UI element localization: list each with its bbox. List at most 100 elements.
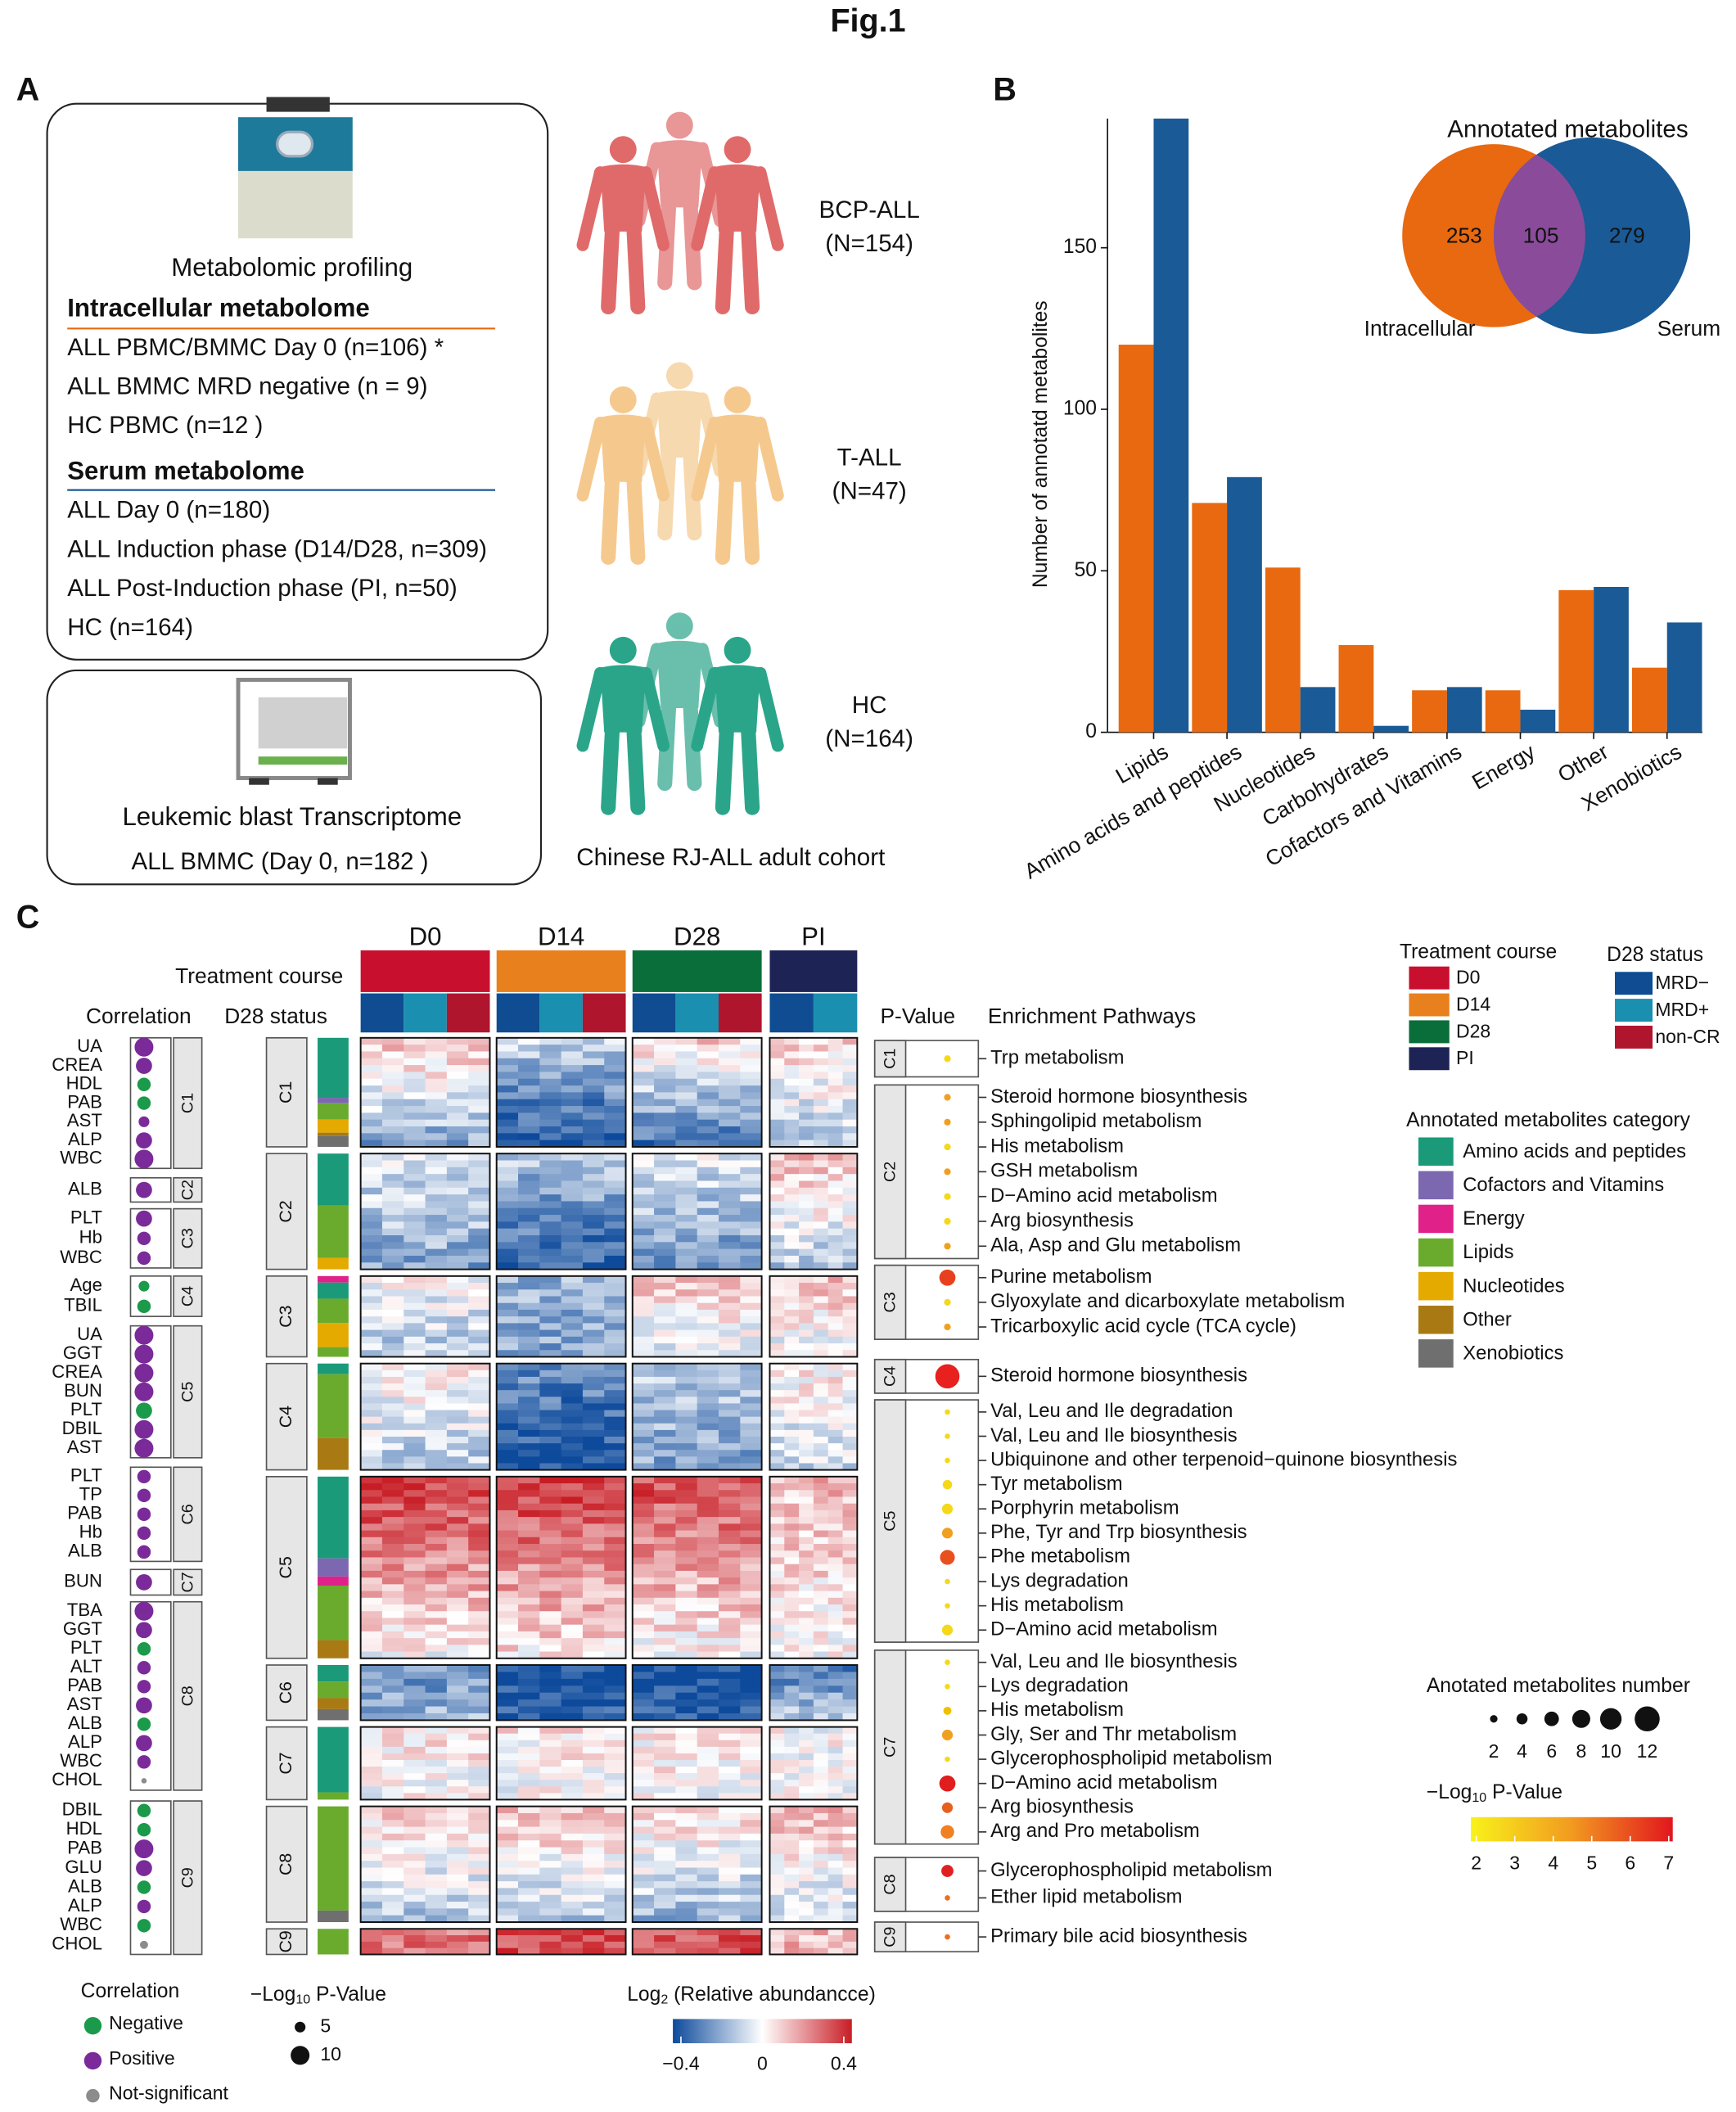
heatmap-cell — [769, 1194, 785, 1202]
heatmap-cell — [404, 1316, 426, 1324]
heatmap-cell — [842, 1706, 858, 1714]
heatmap-cell — [697, 1221, 719, 1230]
heatmap-cell — [496, 1436, 519, 1444]
heatmap-cell — [518, 1037, 540, 1045]
heatmap-cell — [496, 1153, 519, 1162]
heatmap-cell — [718, 1275, 741, 1284]
heatmap-cell — [842, 1072, 858, 1080]
heatmap-cell — [740, 1390, 763, 1397]
heatmap-cell — [799, 1915, 814, 1923]
heatmap-cell — [360, 1410, 383, 1418]
heatmap-cell — [404, 1826, 426, 1834]
heatmap-cell — [654, 1235, 676, 1243]
heatmap-cell — [784, 1037, 800, 1045]
correlation-dot — [137, 1251, 151, 1266]
heatmap-cell — [604, 1235, 627, 1243]
cluster-label: C3 — [276, 1305, 295, 1327]
heatmap-cell — [740, 1591, 763, 1599]
heatmap-cell — [654, 1078, 676, 1086]
heatmap-cell — [827, 1275, 844, 1284]
heatmap-cell — [518, 1106, 540, 1113]
heatmap-cell — [381, 1403, 404, 1411]
heatmap-cell — [813, 1773, 829, 1780]
heatmap-cell — [799, 1638, 814, 1645]
heatmap-cell — [604, 1570, 627, 1578]
heatmap-cell — [446, 1112, 469, 1121]
heatmap-cell — [697, 1935, 719, 1943]
heatmap-cell — [769, 1631, 785, 1639]
heatmap-cell — [468, 1510, 490, 1518]
heatmap-cell — [404, 1672, 426, 1680]
heatmap-cell — [813, 1584, 829, 1592]
heatmap-cell — [675, 1383, 698, 1391]
heatmap-cell — [654, 1699, 676, 1708]
heatmap-cell — [561, 1820, 584, 1828]
heatmap-cell — [784, 1383, 800, 1391]
heatmap-cell — [675, 1806, 698, 1814]
heatmap-cell — [404, 1092, 426, 1100]
heatmap-cell — [496, 1550, 519, 1558]
heatmap-cell — [496, 1503, 519, 1511]
heatmap-cell — [425, 1051, 448, 1059]
heatmap-cell — [813, 1564, 829, 1572]
heatmap-cell — [799, 1275, 814, 1284]
heatmap-cell — [404, 1820, 426, 1828]
cluster-label: C7 — [178, 1572, 196, 1592]
heatmap-cell — [561, 1160, 584, 1168]
heatmap-cell — [799, 1861, 814, 1868]
heatmap-cell — [468, 1248, 490, 1257]
heatmap-cell — [404, 1167, 426, 1175]
heatmap-cell — [784, 1833, 800, 1841]
heatmap-cell — [632, 1867, 655, 1875]
heatmap-cell — [360, 1664, 383, 1672]
heatmap-cell — [496, 1833, 519, 1841]
heatmap-cell — [769, 1537, 785, 1545]
category-segment — [318, 1298, 349, 1324]
heatmap-cell — [360, 1416, 383, 1424]
heatmap-cell — [539, 1523, 562, 1532]
heatmap-cell — [518, 1746, 540, 1754]
heatmap-cell — [518, 1085, 540, 1093]
category-segment — [318, 1681, 349, 1699]
heatmap-cell — [632, 1544, 655, 1551]
heatmap-cell — [813, 1915, 829, 1923]
heatmap-cell — [784, 1861, 800, 1868]
cluster-box — [265, 1475, 308, 1659]
heatmap-cell — [582, 1316, 605, 1324]
heatmap-cell — [827, 1133, 844, 1141]
heatmap-cell — [769, 1289, 785, 1297]
heatmap-cell — [769, 1343, 785, 1351]
heatmap-cell — [654, 1289, 676, 1297]
heatmap-cell — [740, 1248, 763, 1257]
heatmap-cell — [446, 1726, 469, 1735]
heatmap-cell — [654, 1072, 676, 1080]
heatmap-cell — [518, 1403, 540, 1411]
heatmap-cell — [842, 1570, 858, 1578]
heatmap-cell — [813, 1733, 829, 1741]
heatmap-cell — [404, 1699, 426, 1708]
heatmap-cell — [404, 1564, 426, 1572]
heatmap-cell — [769, 1510, 785, 1518]
heatmap-cell — [496, 1786, 519, 1794]
heatmap-cell — [842, 1908, 858, 1916]
heatmap-cell — [604, 1350, 627, 1357]
heatmap-cell — [539, 1390, 562, 1397]
heatmap-cell — [718, 1686, 741, 1694]
heatmap-cell — [842, 1450, 858, 1457]
heatmap-cell — [561, 1530, 584, 1538]
heatmap-cell — [404, 1133, 426, 1141]
heatmap-cell — [799, 1065, 814, 1072]
heatmap-cell — [539, 1550, 562, 1558]
heatmap-cell — [842, 1119, 858, 1127]
heatmap-cell — [582, 1363, 605, 1371]
heatmap-cell — [582, 1476, 605, 1484]
heatmap-cell — [604, 1363, 627, 1371]
heatmap-cell — [740, 1423, 763, 1431]
heatmap-cell — [604, 1106, 627, 1113]
heatmap-cell — [654, 1436, 676, 1444]
heatmap-cell — [799, 1092, 814, 1100]
heatmap-cell — [718, 1316, 741, 1324]
heatmap-cell — [769, 1248, 785, 1257]
heatmap-cell — [360, 1072, 383, 1080]
heatmap-cell — [561, 1874, 584, 1882]
